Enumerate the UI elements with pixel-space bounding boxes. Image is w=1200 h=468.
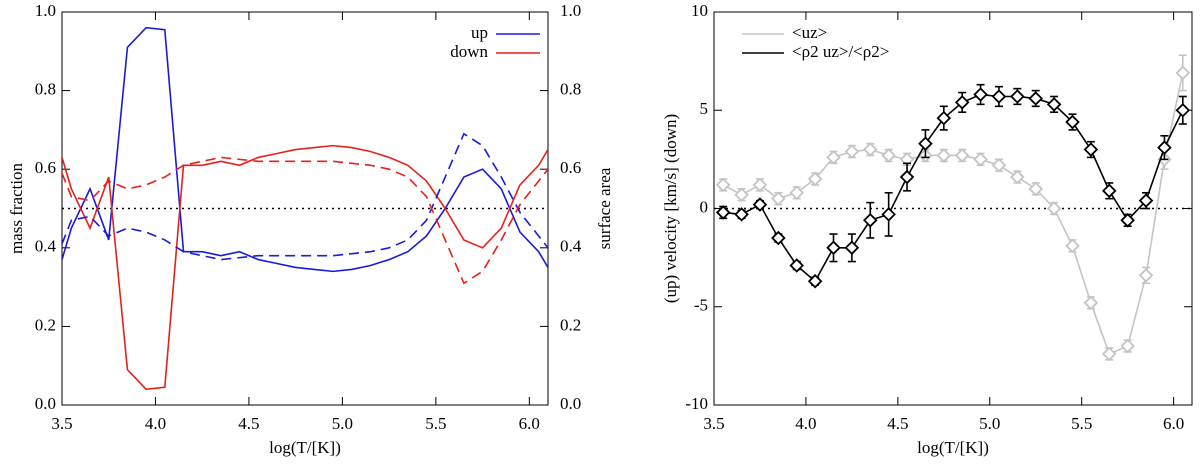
y-tick-label: 1.0 — [35, 1, 56, 20]
y-tick-label: 0.0 — [35, 394, 56, 413]
y2-tick-label: 0.8 — [560, 80, 581, 99]
diamond-marker — [936, 148, 952, 163]
diamond-marker — [807, 171, 823, 187]
y-tick-label: -5 — [694, 296, 708, 315]
y-tick-label: -10 — [685, 394, 708, 413]
diamond-marker — [826, 240, 841, 256]
series-line — [62, 132, 548, 261]
diamond-marker — [1065, 238, 1080, 254]
diamond-marker — [826, 150, 841, 165]
diamond-marker — [771, 230, 786, 246]
y2-tick-label: 0.6 — [560, 158, 581, 177]
diamond-marker — [807, 273, 823, 289]
x-tick-label: 5.0 — [332, 414, 353, 433]
diamond-marker — [789, 258, 805, 273]
y-tick-label: 0.4 — [35, 237, 57, 256]
diamond-marker — [715, 205, 731, 220]
diamond-marker — [1046, 97, 1062, 112]
y2-tick-label: 0.0 — [560, 394, 581, 413]
diamond-marker — [752, 177, 768, 193]
x-tick-label: 4.0 — [795, 414, 816, 433]
plot-area — [62, 26, 548, 391]
diamond-marker — [734, 187, 749, 203]
diamond-marker — [881, 148, 896, 163]
diamond-marker — [771, 191, 786, 206]
y2-tick-label: 1.0 — [560, 1, 581, 20]
diamond-marker — [1010, 89, 1025, 104]
diamond-marker — [1083, 295, 1099, 311]
x-tick-label: 5.5 — [425, 414, 446, 433]
x-tick-label: 3.5 — [703, 414, 724, 433]
diamond-marker — [862, 213, 878, 228]
diamond-marker — [1101, 346, 1117, 362]
diamond-marker — [973, 152, 988, 167]
series-line — [62, 144, 548, 391]
y-tick-label: 10 — [691, 1, 708, 20]
legend-label: down — [450, 42, 488, 61]
diamond-marker — [789, 185, 805, 201]
diamond-marker — [1138, 193, 1154, 208]
x-tick-label: 5.5 — [1071, 414, 1092, 433]
legend-label: <ρ2 uz>/<ρ2> — [792, 42, 889, 61]
diamond-marker — [734, 207, 749, 222]
plot-area — [715, 54, 1191, 362]
diamond-marker — [954, 148, 970, 163]
x-tick-label: 3.5 — [51, 414, 72, 433]
diamond-marker — [1101, 183, 1117, 199]
series-line — [62, 26, 548, 273]
diamond-marker — [881, 207, 896, 222]
x-axis-label: log(T/[K]) — [269, 438, 341, 457]
diamond-marker — [752, 197, 768, 212]
diamond-marker — [1046, 201, 1062, 216]
diamond-marker — [1120, 213, 1135, 228]
diamond-marker — [899, 169, 915, 185]
panel: 3.5 4.0 4.5 5.0 5.5 6.0 0.0 0.2 0.4 0.6 0.8 1.0 0.0 0… — [7, 1, 614, 457]
y-tick-label: 0.6 — [35, 158, 56, 177]
x-tick-label: 6.0 — [1163, 414, 1184, 433]
diamond-marker — [991, 157, 1007, 173]
diamond-marker — [1138, 268, 1154, 283]
diamond-marker — [954, 95, 970, 110]
diamond-marker — [936, 110, 952, 126]
x-tick-label: 4.5 — [887, 414, 908, 433]
x-tick-label: 5.0 — [979, 414, 1000, 433]
y-tick-label: 0.2 — [35, 315, 56, 334]
series-line — [723, 93, 1184, 283]
x-tick-label: 4.5 — [238, 414, 259, 433]
diamond-marker — [1083, 142, 1099, 157]
diamond-marker — [918, 136, 933, 151]
diamond-marker — [1028, 91, 1044, 106]
x-tick-label: 4.0 — [145, 414, 166, 433]
legend-label: <uz> — [792, 23, 827, 42]
y-axis-label: mass fraction — [7, 162, 26, 254]
diamond-marker — [1065, 114, 1080, 130]
panel: 3.5 4.0 4.5 5.0 5.5 6.0 -10 -5 0 5 10 log(T/[K]) (up… — [661, 1, 1193, 457]
x-axis-label: log(T/[K]) — [917, 438, 989, 457]
y-tick-label: 0 — [700, 197, 709, 216]
legend-label: up — [471, 23, 488, 42]
series-line — [722, 72, 1184, 355]
diamond-marker — [844, 240, 860, 256]
series-line — [62, 156, 548, 285]
diamond-marker — [1010, 169, 1025, 185]
diamond-marker — [862, 142, 878, 157]
y2-tick-label: 0.4 — [560, 237, 582, 256]
x-tick-label: 6.0 — [519, 414, 540, 433]
diamond-marker — [973, 87, 988, 102]
y2-tick-label: 0.2 — [560, 315, 581, 334]
diamond-marker — [1028, 181, 1044, 197]
diamond-marker — [1157, 140, 1172, 155]
y-tick-label: 5 — [700, 99, 709, 118]
diamond-marker — [844, 144, 860, 159]
diamond-marker — [1175, 65, 1191, 81]
diamond-marker — [991, 89, 1007, 104]
diamond-marker — [1120, 338, 1135, 354]
diamond-marker — [715, 177, 731, 193]
y2-axis-label: surface area — [595, 167, 614, 249]
y-tick-label: 0.8 — [35, 80, 56, 99]
diamond-marker — [1175, 102, 1191, 118]
y-axis-label: (up) velocity [km/s] (down) — [661, 114, 680, 303]
